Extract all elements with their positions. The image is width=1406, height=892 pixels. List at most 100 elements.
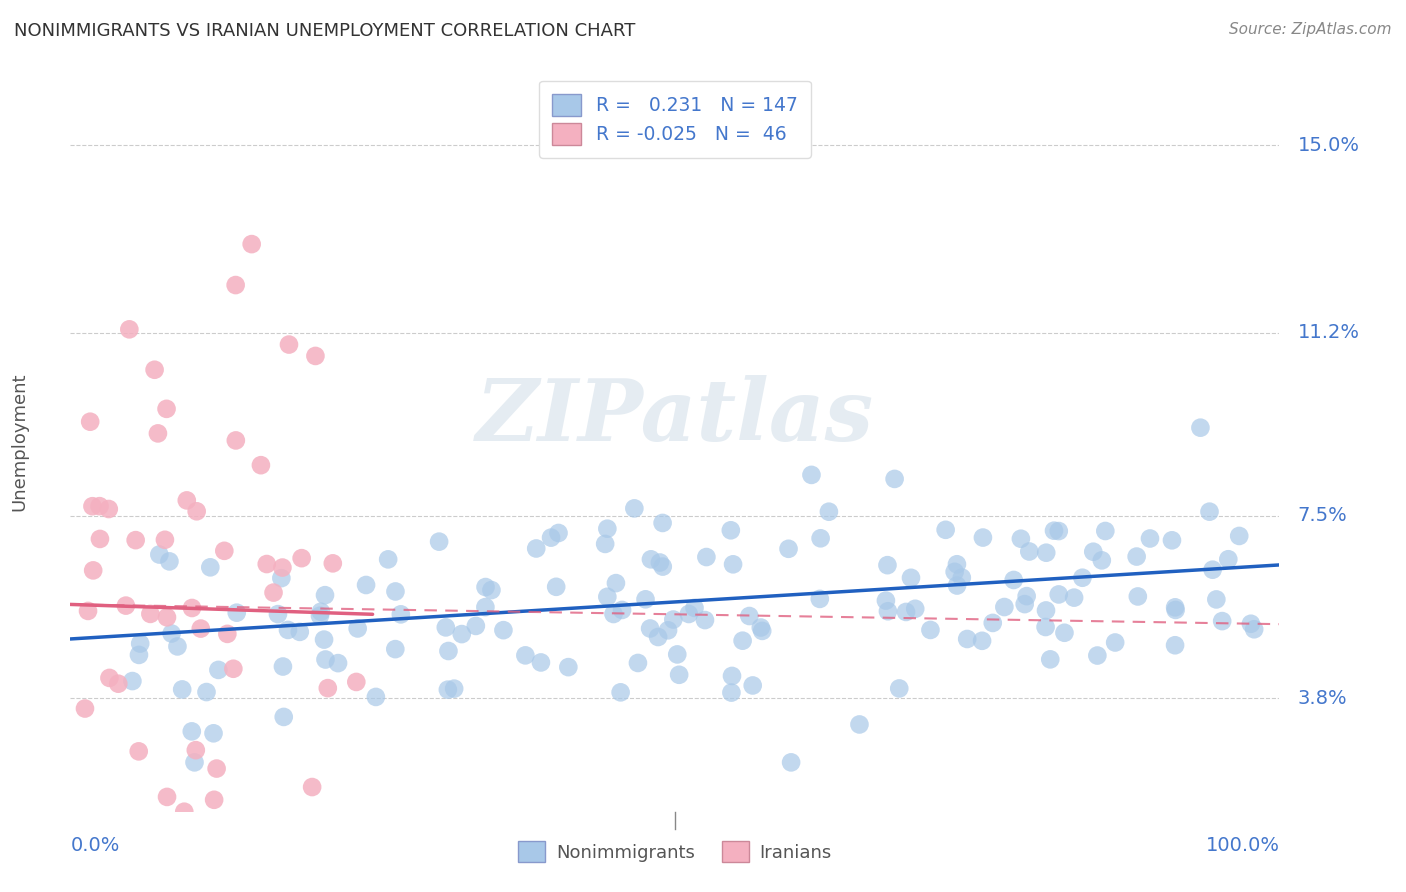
Point: [128, 744, 150, 758]
Point: [1091, 553, 1114, 567]
Point: [662, 613, 685, 627]
Point: [1047, 524, 1070, 538]
Point: [900, 571, 922, 585]
Point: [623, 501, 645, 516]
Point: [146, 426, 169, 441]
Text: Unemployment: Unemployment: [10, 372, 28, 511]
Point: [1047, 587, 1070, 601]
Point: [993, 600, 1015, 615]
Point: [1243, 622, 1265, 636]
Point: [972, 531, 994, 545]
Point: [810, 531, 832, 545]
Point: [751, 624, 773, 638]
Point: [683, 600, 706, 615]
Point: [124, 533, 146, 548]
Point: [894, 605, 917, 619]
Point: [1035, 603, 1057, 617]
Point: [1035, 546, 1057, 560]
Point: [256, 557, 278, 571]
Point: [1053, 625, 1076, 640]
Point: [596, 590, 619, 604]
Point: [450, 627, 472, 641]
Point: [1240, 616, 1263, 631]
Point: [481, 582, 503, 597]
Point: [288, 624, 311, 639]
Legend: Nonimmigrants, Iranians: Nonimmigrants, Iranians: [510, 834, 839, 870]
Point: [877, 604, 900, 618]
Text: ZIPatlas: ZIPatlas: [475, 376, 875, 458]
Point: [271, 560, 294, 574]
Point: [800, 467, 823, 482]
Point: [889, 681, 911, 696]
Point: [214, 544, 236, 558]
Point: [593, 537, 616, 551]
Point: [1164, 638, 1187, 652]
Point: [389, 607, 412, 622]
Text: 100.0%: 100.0%: [1205, 837, 1279, 855]
Point: [666, 648, 689, 662]
Point: [1015, 589, 1038, 603]
Point: [876, 558, 898, 573]
Point: [651, 559, 673, 574]
Point: [156, 610, 179, 624]
Point: [181, 601, 204, 615]
Point: [79, 415, 101, 429]
Point: [808, 591, 831, 606]
Point: [530, 656, 553, 670]
Point: [1094, 524, 1116, 538]
Point: [77, 604, 100, 618]
Point: [225, 434, 247, 448]
Point: [128, 648, 150, 662]
Point: [883, 472, 905, 486]
Point: [129, 637, 152, 651]
Point: [1063, 591, 1085, 605]
Text: 15.0%: 15.0%: [1298, 136, 1360, 155]
Point: [657, 624, 679, 638]
Point: [183, 756, 205, 770]
Point: [780, 756, 803, 770]
Point: [956, 632, 979, 646]
Point: [309, 608, 332, 623]
Point: [82, 563, 104, 577]
Point: [946, 558, 969, 572]
Point: [250, 458, 273, 472]
Point: [277, 623, 299, 637]
Point: [301, 780, 323, 794]
Point: [1014, 597, 1036, 611]
Point: [1164, 603, 1187, 617]
Point: [271, 659, 294, 673]
Point: [205, 762, 228, 776]
Point: [1126, 590, 1149, 604]
Point: [693, 613, 716, 627]
Point: [731, 633, 754, 648]
Point: [267, 607, 290, 621]
Point: [1189, 420, 1212, 434]
Point: [695, 549, 717, 564]
Point: [200, 560, 222, 574]
Point: [1010, 532, 1032, 546]
Point: [492, 623, 515, 637]
Text: 0.0%: 0.0%: [70, 837, 120, 855]
Point: [1205, 592, 1227, 607]
Point: [1085, 648, 1108, 663]
Point: [1104, 635, 1126, 649]
Point: [427, 534, 450, 549]
Point: [720, 685, 742, 699]
Point: [443, 681, 465, 696]
Point: [73, 701, 96, 715]
Point: [314, 588, 336, 602]
Point: [596, 522, 619, 536]
Point: [848, 717, 870, 731]
Point: [166, 640, 188, 654]
Point: [384, 642, 406, 657]
Point: [82, 500, 104, 514]
Point: [741, 678, 763, 692]
Point: [1218, 552, 1240, 566]
Point: [437, 644, 460, 658]
Point: [981, 615, 1004, 630]
Point: [648, 556, 671, 570]
Point: [263, 585, 285, 599]
Text: 11.2%: 11.2%: [1298, 324, 1360, 343]
Point: [634, 592, 657, 607]
Point: [515, 648, 537, 663]
